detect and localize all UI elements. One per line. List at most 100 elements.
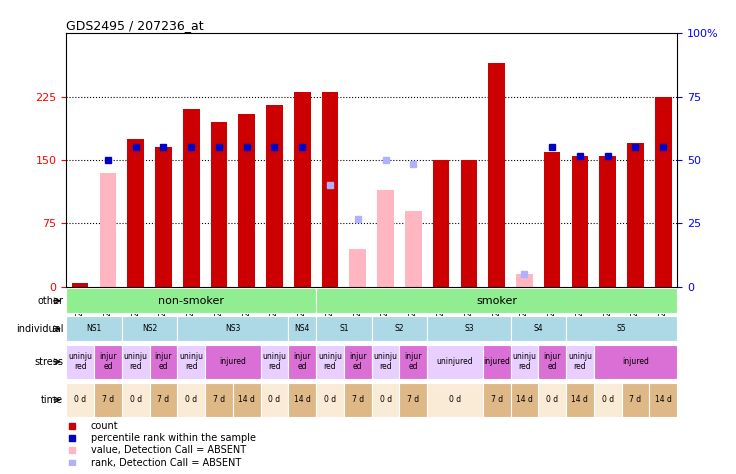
Text: S4: S4	[534, 324, 543, 333]
Text: NS1: NS1	[86, 324, 102, 333]
Text: non-smoker: non-smoker	[158, 296, 224, 306]
Bar	[316, 288, 677, 313]
Bar	[183, 109, 199, 287]
Bar	[261, 383, 289, 417]
Bar	[155, 147, 171, 287]
Bar	[427, 383, 483, 417]
Text: injur
ed: injur ed	[294, 352, 311, 372]
Bar	[594, 383, 622, 417]
Text: S1: S1	[339, 324, 349, 333]
Text: 14 d: 14 d	[238, 395, 255, 404]
Text: other: other	[38, 296, 63, 306]
Bar	[294, 92, 311, 287]
Bar	[316, 383, 344, 417]
Text: uninju
red: uninju red	[263, 352, 286, 372]
Bar	[344, 383, 372, 417]
Bar	[516, 274, 533, 287]
Bar	[99, 173, 116, 287]
Bar	[488, 63, 505, 287]
Bar	[66, 288, 316, 313]
Text: injured: injured	[219, 357, 247, 366]
Bar	[538, 383, 566, 417]
Bar	[121, 316, 177, 341]
Bar	[594, 345, 677, 379]
Text: percentile rank within the sample: percentile rank within the sample	[91, 433, 255, 443]
Bar	[177, 383, 205, 417]
Bar	[316, 316, 372, 341]
Bar	[205, 383, 233, 417]
Text: 7 d: 7 d	[491, 395, 503, 404]
Bar	[566, 345, 594, 379]
Bar	[538, 345, 566, 379]
Text: injur
ed: injur ed	[543, 352, 561, 372]
Bar	[205, 345, 261, 379]
Bar	[511, 316, 566, 341]
Text: 0 d: 0 d	[130, 395, 142, 404]
Text: value, Detection Call = ABSENT: value, Detection Call = ABSENT	[91, 446, 246, 456]
Text: 0 d: 0 d	[269, 395, 280, 404]
Bar	[177, 345, 205, 379]
Bar	[94, 345, 121, 379]
Bar	[344, 345, 372, 379]
Text: 0 d: 0 d	[380, 395, 392, 404]
Bar	[427, 345, 483, 379]
Bar	[400, 345, 427, 379]
Text: 14 d: 14 d	[294, 395, 311, 404]
Text: 0 d: 0 d	[324, 395, 336, 404]
Bar	[289, 316, 316, 341]
Text: S3: S3	[464, 324, 474, 333]
Bar	[233, 383, 261, 417]
Text: individual: individual	[15, 324, 63, 334]
Text: smoker: smoker	[476, 296, 517, 306]
Text: uninju
red: uninju red	[512, 352, 537, 372]
Text: 0 d: 0 d	[74, 395, 86, 404]
Bar	[350, 249, 366, 287]
Bar	[72, 283, 88, 287]
Bar	[322, 92, 339, 287]
Text: uninju
red: uninju red	[124, 352, 148, 372]
Bar	[400, 383, 427, 417]
Text: time: time	[41, 395, 63, 405]
Text: stress: stress	[34, 357, 63, 367]
Text: uninju
red: uninju red	[374, 352, 397, 372]
Bar	[511, 345, 538, 379]
Bar	[566, 316, 677, 341]
Bar	[289, 383, 316, 417]
Bar	[261, 345, 289, 379]
Text: 7 d: 7 d	[213, 395, 225, 404]
Text: 7 d: 7 d	[352, 395, 364, 404]
Text: 7 d: 7 d	[158, 395, 169, 404]
Bar	[66, 345, 94, 379]
Bar	[289, 345, 316, 379]
Text: 7 d: 7 d	[629, 395, 642, 404]
Bar	[405, 211, 422, 287]
Bar	[627, 143, 644, 287]
Bar	[372, 316, 427, 341]
Bar	[655, 97, 671, 287]
Bar	[66, 383, 94, 417]
Bar	[322, 228, 339, 287]
Bar	[266, 109, 283, 287]
Text: injur
ed: injur ed	[155, 352, 172, 372]
Text: rank, Detection Call = ABSENT: rank, Detection Call = ABSENT	[91, 458, 241, 468]
Text: 0 d: 0 d	[449, 395, 461, 404]
Bar	[66, 316, 121, 341]
Bar	[649, 383, 677, 417]
Bar	[511, 383, 538, 417]
Text: NS3: NS3	[225, 324, 241, 333]
Text: uninju
red: uninju red	[68, 352, 92, 372]
Text: 7 d: 7 d	[102, 395, 114, 404]
Bar	[266, 105, 283, 287]
Bar	[483, 345, 511, 379]
Text: injur
ed: injur ed	[405, 352, 422, 372]
Text: 0 d: 0 d	[601, 395, 614, 404]
Text: 14 d: 14 d	[516, 395, 533, 404]
Bar	[427, 316, 511, 341]
Text: uninju
red: uninju red	[568, 352, 592, 372]
Bar	[149, 345, 177, 379]
Bar	[572, 156, 588, 287]
Text: NS4: NS4	[294, 324, 310, 333]
Text: S5: S5	[617, 324, 626, 333]
Text: injur
ed: injur ed	[349, 352, 367, 372]
Text: GDS2495 / 207236_at: GDS2495 / 207236_at	[66, 19, 204, 32]
